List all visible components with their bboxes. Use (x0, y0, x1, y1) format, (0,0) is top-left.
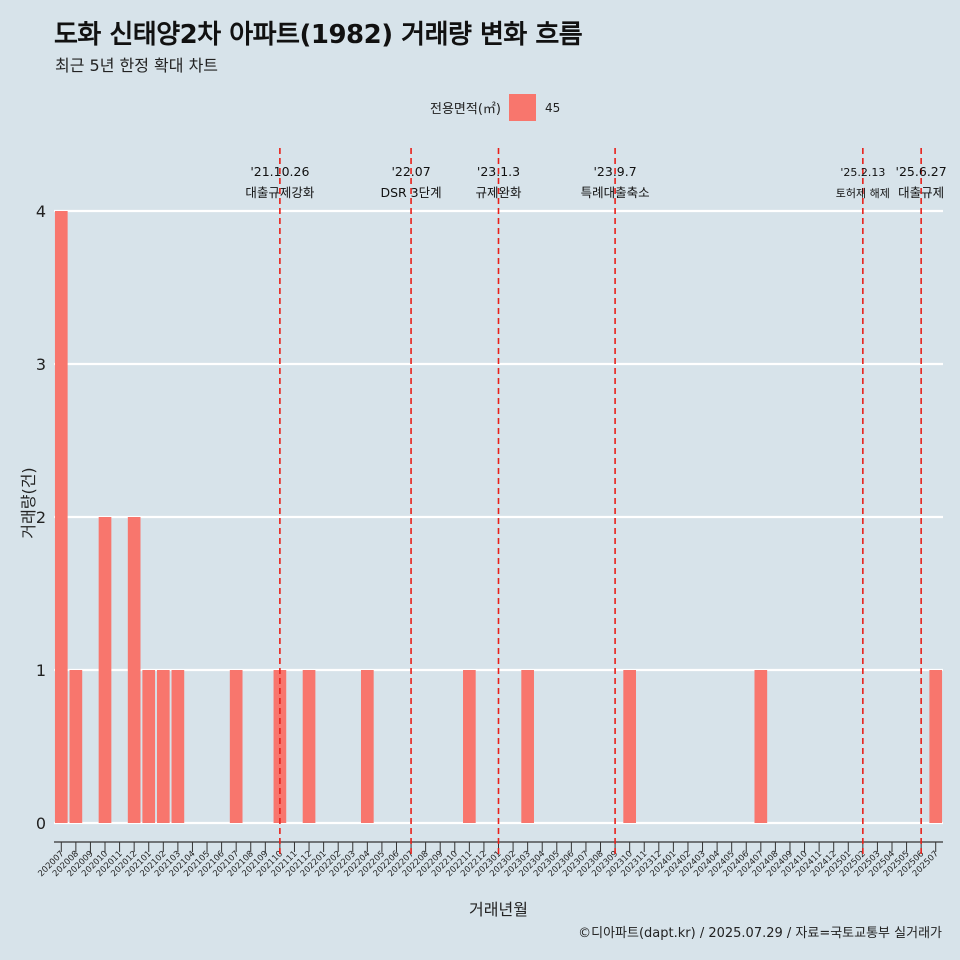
event-label: 특례대출축소 (581, 185, 650, 200)
event-date-label: '22.07 (391, 164, 430, 179)
bar (54, 211, 68, 823)
y-axis-title: 거래량(건) (19, 467, 38, 538)
event-label: 대출규제강화 (245, 185, 315, 200)
event-label: 규제완화 (475, 185, 522, 200)
x-axis-title: 거래년월 (469, 900, 528, 919)
bar (142, 670, 156, 823)
bar (127, 517, 141, 823)
bar (171, 670, 185, 823)
bar (273, 670, 287, 823)
legend-title: 전용면적(㎡) (430, 102, 501, 117)
bar (156, 670, 170, 823)
event-date-label: '23.9.7 (593, 164, 636, 179)
event-label: 토허제 해제 (836, 186, 890, 200)
bar (929, 670, 943, 823)
y-tick-label: 0 (36, 814, 46, 833)
event-date-label: '25.6.27 (896, 164, 947, 179)
source-caption: ©디아파트(dapt.kr) / 2025.07.29 / 자료=국토교통부 실… (578, 926, 942, 941)
legend-label: 45 (544, 100, 561, 115)
chart-title: 도화 신태양2차 아파트(1982) 거래량 변화 흐름 (54, 20, 583, 50)
y-tick-label: 4 (36, 202, 46, 221)
event-label: 대출규제 (898, 185, 944, 200)
bar (69, 670, 83, 823)
y-tick-label: 2 (36, 508, 46, 527)
legend: 전용면적(㎡) 45 (430, 94, 560, 121)
bar (229, 670, 243, 823)
bar (623, 670, 637, 823)
bar (521, 670, 534, 823)
bar (754, 670, 768, 823)
bar (98, 517, 112, 823)
chart-subtitle: 최근 5년 한정 확대 차트 (55, 56, 219, 75)
bar (302, 670, 316, 823)
bar (360, 670, 374, 823)
legend-swatch (508, 94, 536, 121)
event-date-label: '21.10.26 (250, 164, 309, 179)
event-date-label: '23.1.3 (477, 164, 520, 179)
event-label: DSR 3단계 (380, 185, 441, 200)
bar (463, 670, 476, 823)
y-tick-label: 3 (36, 355, 46, 374)
event-date-label: '25.2.13 (840, 166, 885, 179)
y-tick-label: 1 (36, 661, 46, 680)
